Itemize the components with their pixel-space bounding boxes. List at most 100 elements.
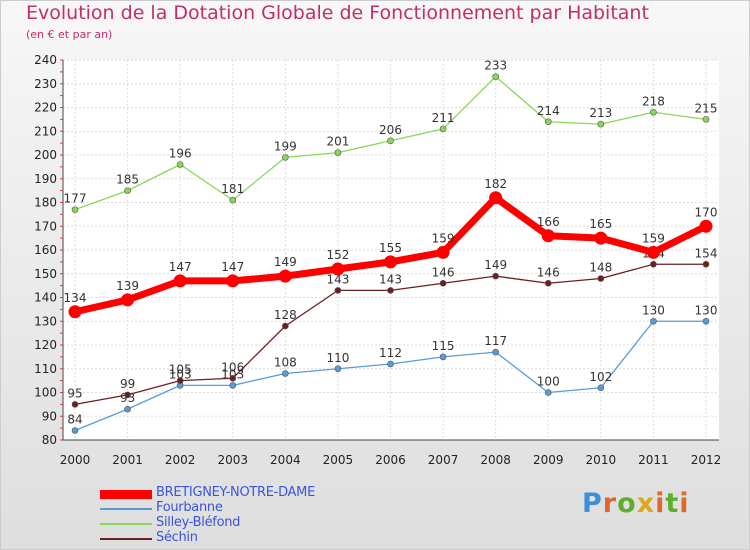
data-point-sechin [176,377,184,384]
data-label-silley-blefond: 233 [484,59,507,73]
x-tick-label: 2012 [691,453,722,467]
legend-swatch-fourbanne [100,507,152,510]
data-point-silley-blefond [71,206,79,213]
data-point-bretigney-notre-dame [121,293,135,307]
legend-swatch-bretigney [100,489,152,499]
data-label-bretigney-notre-dame: 182 [484,177,507,191]
data-point-bretigney-notre-dame [699,219,713,233]
data-label-silley-blefond: 199 [274,139,297,153]
data-point-bretigney-notre-dame [226,274,240,288]
data-label-sechin: 143 [326,272,349,286]
data-label-fourbanne: 84 [67,413,82,427]
data-point-fourbanne [387,360,394,368]
data-label-fourbanne: 110 [326,351,349,365]
data-label-bretigney-notre-dame: 147 [169,260,192,274]
x-tick-label: 2004 [270,453,301,467]
data-label-fourbanne: 117 [484,334,507,348]
x-tick-label: 2011 [638,453,669,467]
data-label-sechin: 143 [379,272,402,286]
data-point-silley-blefond [702,116,710,123]
data-point-fourbanne [544,389,552,396]
data-point-silley-blefond [176,161,184,168]
data-point-bretigney-notre-dame [489,191,503,205]
data-point-fourbanne [282,370,289,377]
chart-title: Evolution de la Dotation Globale de Fonc… [26,2,649,24]
data-point-sechin [702,260,710,268]
x-tick-label: 2008 [480,453,511,467]
logo-letter: P [582,488,603,519]
data-label-sechin: 128 [274,308,297,322]
data-label-sechin: 105 [169,363,192,377]
data-point-bretigney-notre-dame [173,274,187,288]
data-point-bretigney-notre-dame [278,269,292,283]
y-tick-label: 220 [34,101,57,115]
data-label-silley-blefond: 215 [695,101,718,115]
y-tick-label: 170 [34,219,57,233]
data-point-bretigney-notre-dame [594,231,608,245]
data-point-sechin [387,287,394,294]
x-tick-label: 2006 [375,453,406,467]
logo-letter: i [679,488,690,519]
data-point-fourbanne [650,317,657,325]
legend-swatch-silley [100,522,152,525]
logo-letter: i [655,488,666,519]
data-label-silley-blefond: 181 [221,182,244,196]
data-point-bretigney-notre-dame [68,305,82,319]
data-label-bretigney-notre-dame: 166 [537,215,560,229]
data-point-silley-blefond [124,187,131,194]
x-tick-label: 2010 [586,453,617,467]
x-tick-label: 2007 [428,453,459,467]
data-label-bretigney-notre-dame: 155 [379,241,402,255]
data-label-silley-blefond: 211 [432,111,455,125]
data-point-silley-blefond [597,120,605,128]
data-label-fourbanne: 130 [642,303,665,317]
data-point-fourbanne [702,317,710,325]
legend-label-silley: Silley-Bléfond [156,515,241,530]
y-tick-label: 240 [34,53,57,67]
data-label-bretigney-notre-dame: 165 [589,217,612,231]
data-label-silley-blefond: 201 [326,135,349,149]
data-point-fourbanne [597,384,605,392]
x-tick-label: 2009 [533,453,564,467]
data-label-sechin: 149 [484,258,507,272]
y-tick-label: 100 [34,386,57,400]
logo-letter: o [617,488,637,519]
y-tick-label: 230 [34,77,57,91]
data-point-sechin [334,287,342,294]
data-label-fourbanne: 112 [379,346,402,360]
data-label-bretigney-notre-dame: 159 [432,231,455,245]
y-tick-label: 190 [34,172,57,186]
data-point-bretigney-notre-dame [436,245,450,259]
data-label-fourbanne: 103 [169,367,192,381]
data-label-sechin: 154 [695,246,718,260]
data-point-bretigney-notre-dame [646,245,660,259]
x-tick-label: 2002 [165,453,196,467]
data-label-silley-blefond: 196 [169,147,192,161]
data-label-silley-blefond: 206 [379,123,402,137]
data-point-silley-blefond [229,196,237,204]
data-point-sechin [71,401,79,408]
data-label-silley-blefond: 177 [64,192,87,206]
data-point-sechin [492,272,499,280]
data-label-sechin: 148 [589,261,612,275]
logo-letter: r [602,488,618,519]
logo-letter: t [665,488,680,519]
legend-label-bretigney: BRETIGNEY-NOTRE-DAME [156,485,315,500]
y-tick-label: 200 [34,148,57,162]
data-point-fourbanne [71,427,79,434]
data-point-silley-blefond [282,154,289,161]
data-label-bretigney-notre-dame: 139 [116,279,139,293]
data-point-sechin [124,391,131,399]
y-tick-label: 110 [34,362,57,376]
x-tick-label: 2001 [112,453,143,467]
data-label-sechin: 99 [120,377,135,391]
data-point-fourbanne [334,365,342,373]
data-point-bretigney-notre-dame [541,229,555,243]
data-label-fourbanne: 130 [695,303,718,317]
legend-swatch-sechin [100,537,152,540]
y-tick-label: 80 [42,433,57,447]
data-point-silley-blefond [439,125,447,133]
proxiti-logo: Proxiti [582,488,690,519]
legend-label-sechin: Séchin [156,530,198,545]
data-point-bretigney-notre-dame [384,255,397,269]
